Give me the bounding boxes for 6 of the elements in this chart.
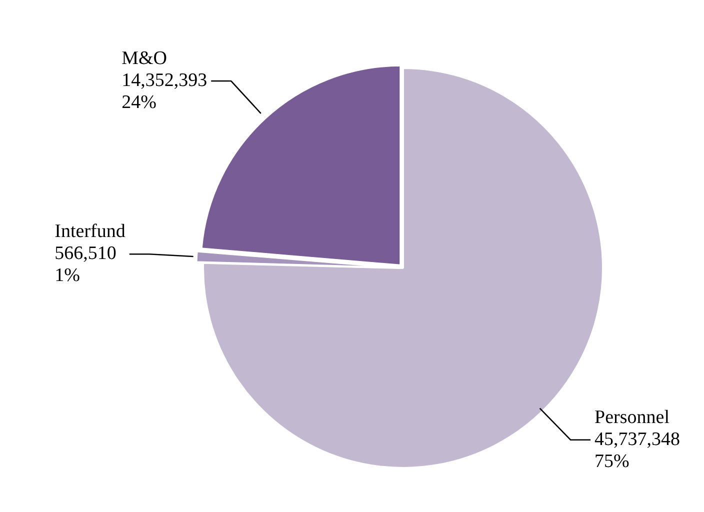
data-label: 566,510 1% xyxy=(54,243,116,286)
slice-label: M&O xyxy=(122,48,168,69)
data-label: 14,352,393 24% xyxy=(122,70,208,113)
slice-label: Interfund xyxy=(54,221,126,242)
data-label: 45,737,348 75% xyxy=(594,428,680,472)
slice-label: Personnel xyxy=(594,406,670,428)
